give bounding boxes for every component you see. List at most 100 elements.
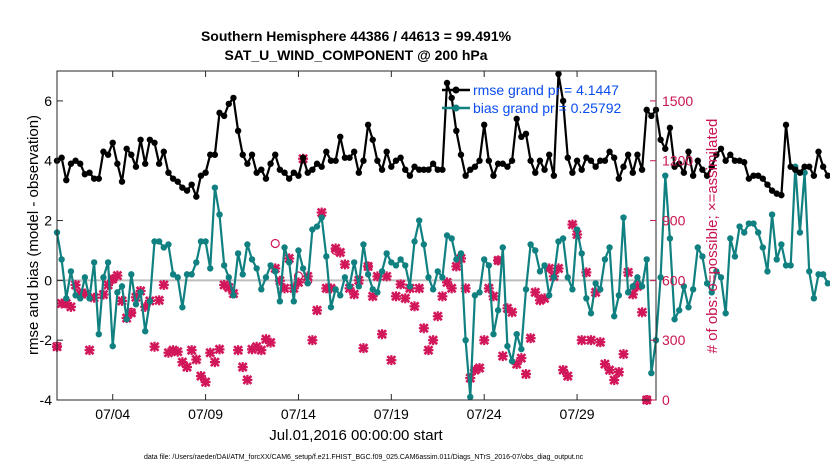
- bias-point: [583, 295, 590, 302]
- rmse-point: [717, 145, 725, 152]
- rmse-point: [258, 166, 265, 173]
- bias-point: [169, 271, 177, 278]
- rmse-point: [304, 169, 311, 176]
- x-tick-label: 07/09: [188, 406, 223, 422]
- bias-point: [402, 262, 409, 269]
- rmse-point: [295, 172, 302, 179]
- obs-assimilated-marker: [618, 349, 629, 360]
- bias-point: [634, 274, 641, 281]
- rmse-point: [508, 157, 516, 164]
- bias-point: [480, 256, 488, 263]
- obs-assimilated-marker: [84, 345, 95, 356]
- rmse-point: [555, 70, 562, 78]
- rmse-point: [592, 163, 599, 170]
- rmse-point: [564, 154, 571, 161]
- bias-point: [694, 244, 701, 251]
- obs-assimilated-marker: [507, 307, 518, 318]
- bias-point: [58, 256, 65, 263]
- bias-point: [118, 283, 126, 290]
- y-tick-label: 2: [44, 213, 52, 229]
- bias-point: [476, 289, 483, 296]
- rmse-point: [787, 163, 794, 170]
- rmse-point: [624, 151, 632, 158]
- bias-point: [207, 265, 214, 272]
- rmse-point: [220, 112, 228, 120]
- bias-point: [699, 253, 706, 260]
- y-tick-label: -2: [40, 332, 53, 348]
- bias-point: [662, 172, 669, 179]
- obs-assimilated-marker: [358, 343, 369, 354]
- rmse-point: [350, 148, 358, 155]
- rmse-point: [174, 178, 181, 185]
- bias-point: [420, 241, 428, 248]
- obs-assimilated-marker: [149, 341, 160, 352]
- bias-point: [722, 310, 729, 317]
- bias-point: [638, 283, 646, 290]
- rmse-point: [527, 157, 534, 164]
- rmse-point: [722, 157, 729, 164]
- bias-point: [337, 292, 344, 299]
- bias-point: [527, 241, 534, 248]
- rmse-point: [634, 151, 641, 158]
- rmse-point: [188, 181, 195, 188]
- bias-point: [216, 211, 223, 218]
- bias-point: [708, 289, 715, 296]
- rmse-point: [578, 166, 585, 173]
- bias-point: [750, 220, 757, 227]
- rmse-point: [90, 175, 98, 182]
- bias-series-group: [53, 163, 830, 401]
- rmse-point: [415, 166, 423, 173]
- bias-point: [824, 280, 830, 287]
- x-tick-label: 07/04: [95, 406, 130, 422]
- rmse-point: [77, 160, 84, 167]
- obs-assimilated-marker: [451, 261, 462, 272]
- obs-assimilated-marker: [604, 365, 615, 376]
- bias-point: [239, 271, 246, 278]
- bias-point: [104, 259, 112, 266]
- obs-assimilated-marker: [186, 345, 197, 356]
- bias-point: [225, 274, 233, 281]
- bias-point: [388, 259, 395, 266]
- rmse-point: [727, 151, 734, 158]
- bias-point: [676, 307, 683, 314]
- rmse-point: [611, 154, 618, 161]
- bias-point: [745, 220, 753, 227]
- rmse-point: [253, 169, 260, 176]
- rmse-point: [703, 172, 711, 179]
- bias-point: [685, 304, 692, 311]
- bias-point: [378, 268, 386, 275]
- bias-point: [90, 259, 98, 266]
- bias-point: [415, 217, 423, 224]
- obs-assimilated-marker: [191, 354, 202, 365]
- bias-point: [211, 184, 219, 191]
- obs-assimilated-marker: [172, 346, 183, 357]
- rmse-point: [299, 154, 307, 161]
- obs-assimilated-marker: [242, 374, 253, 385]
- obs-assimilated-marker: [214, 344, 225, 355]
- rmse-point: [109, 139, 116, 146]
- y2-tick-label: 600: [662, 272, 686, 288]
- y-tick-label: -4: [40, 392, 53, 408]
- rmse-point: [806, 163, 813, 170]
- rmse-point: [471, 163, 479, 170]
- bias-point: [77, 295, 84, 302]
- rmse-point: [731, 157, 739, 164]
- obs-assimilated-marker: [233, 345, 244, 356]
- bias-point: [230, 292, 237, 299]
- bias-point: [318, 214, 325, 221]
- obs-assimilated-marker: [237, 362, 248, 373]
- bias-point: [541, 262, 548, 269]
- bias-point: [666, 235, 674, 242]
- rmse-point: [86, 169, 93, 176]
- obs-possible-marker: [331, 245, 341, 256]
- bias-point: [369, 286, 376, 293]
- bias-point: [819, 271, 827, 278]
- bias-point: [462, 336, 469, 344]
- obs-assimilated-marker: [595, 337, 606, 348]
- x-axis-label: Jul.01,2016 00:00:00 start: [269, 427, 443, 444]
- rmse-point: [708, 163, 715, 170]
- bias-point: [703, 280, 711, 287]
- rmse-point: [792, 166, 799, 173]
- rmse-point: [810, 172, 818, 179]
- bias-point: [179, 304, 186, 311]
